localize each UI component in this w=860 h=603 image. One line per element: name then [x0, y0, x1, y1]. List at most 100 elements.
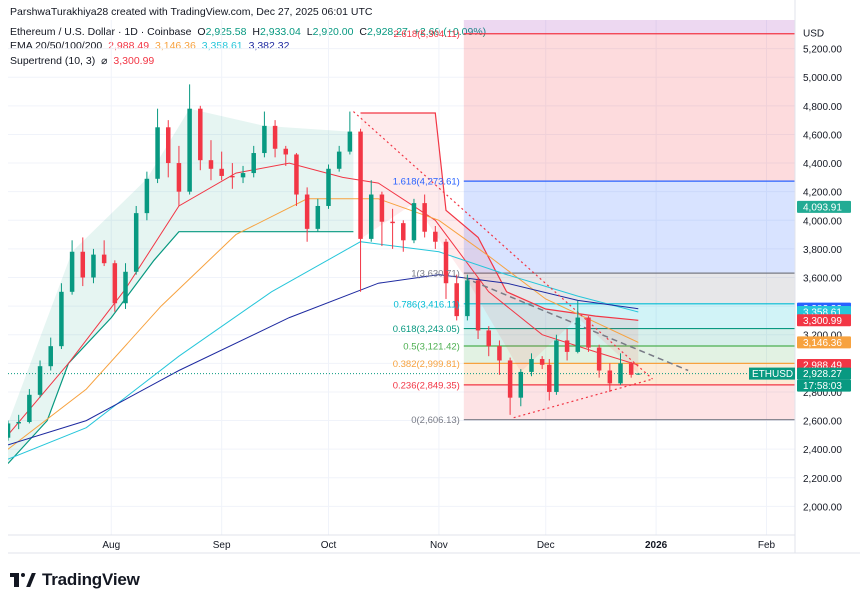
candle-body [554, 340, 559, 392]
price-label-bg [797, 379, 851, 392]
candle-body [315, 205, 321, 229]
symbol-title: Ethereum / U.S. Dollar · 1D · Coinbase [10, 26, 192, 38]
price-label-bg [797, 27, 851, 39]
candle-body [101, 254, 107, 264]
candle-body [475, 280, 481, 331]
candle-body [390, 221, 395, 224]
candle-body [379, 194, 385, 222]
fib-level-label: 0.382(2,999.81) [393, 359, 460, 370]
candle-body [112, 263, 118, 304]
fib-zone [463, 345, 795, 364]
candle-body [37, 366, 43, 395]
price-label-text: USD [803, 29, 824, 40]
ema-line-ema200 [8, 274, 639, 446]
price-axis-tick: 3,600.00 [803, 274, 842, 285]
candle-body [507, 360, 513, 398]
candle-body [358, 131, 363, 239]
price-label: USD [797, 27, 851, 40]
time-axis-tick: Oct [321, 540, 337, 551]
supertrend-up-line [8, 231, 354, 464]
fib-zone [463, 181, 795, 274]
candle-body [607, 370, 613, 384]
price-axis-tick: 4,600.00 [803, 130, 842, 141]
fib-level-label: 1.618(4,273.61) [393, 177, 460, 188]
price-axis-tick: 3,800.00 [803, 245, 842, 256]
price-label-text: 17:58:03 [803, 381, 842, 392]
candle-body [433, 231, 438, 242]
supertrend-legend[interactable]: Supertrend (10, 3) ⌀ 3,300.99 [10, 55, 157, 67]
candle-body [564, 340, 570, 352]
fib-zone [463, 384, 795, 420]
candle-body [8, 423, 11, 438]
chart-credit: ParshwaTurakhiya28 created with TradingV… [10, 6, 373, 18]
trendline [353, 111, 653, 380]
candle-body [133, 213, 139, 272]
close-value: 2,928.27 [367, 26, 408, 38]
fib-level-label: 0.5(3,121.42) [403, 341, 460, 352]
price-label-text: 3,300.99 [803, 316, 842, 327]
price-label-text: 2,988.49 [803, 360, 842, 371]
candle-body [401, 223, 406, 241]
candle-body [443, 241, 449, 284]
candle-body [187, 108, 192, 192]
price-axis-tick: 4,400.00 [803, 159, 842, 170]
supertrend-up-fill [8, 108, 354, 464]
candle-body [16, 421, 21, 424]
open-label: O [197, 26, 206, 38]
price-label-text: 4,093.91 [803, 202, 842, 213]
candle-body [336, 151, 342, 169]
high-label: H [252, 26, 260, 38]
candle-body [304, 194, 310, 229]
fib-zone-top [463, 20, 795, 34]
open-value: 2,925.58 [205, 26, 247, 38]
price-label: 2,928.27 [797, 367, 851, 380]
candle-body [59, 291, 64, 347]
fib-level-label: 1(3,630.71) [411, 269, 460, 280]
symbol-tag-bg [749, 367, 795, 380]
time-axis-tick: 2026 [645, 540, 668, 551]
price-axis-tick: 5,200.00 [803, 45, 842, 56]
candle-body [486, 330, 491, 347]
candle-body [144, 178, 150, 214]
price-axis-tick: 4,200.00 [803, 188, 842, 199]
price-label: 4,093.91 [797, 200, 851, 213]
price-axis-tick: 5,000.00 [803, 73, 842, 84]
candle-body [27, 394, 32, 422]
candle-body [411, 203, 417, 241]
price-axis-tick: 2,600.00 [803, 417, 842, 428]
symbol-ohlc-row: Ethereum / U.S. Dollar · 1D · Coinbase O… [10, 26, 489, 38]
candle-body [283, 148, 289, 155]
candle-body [230, 175, 235, 178]
high-value: 2,933.04 [259, 26, 301, 38]
candle-body [165, 127, 171, 164]
price-axis-tick: 2,800.00 [803, 388, 842, 399]
supertrend-value: 3,300.99 [113, 55, 155, 67]
fib-level-label: 0.236(2,849.35) [393, 380, 460, 391]
candle-body [518, 371, 524, 398]
candle-body [240, 173, 246, 178]
candle-body [123, 271, 128, 304]
candle-body [636, 373, 641, 375]
fib-level-label: 0.618(3,243.05) [393, 324, 460, 335]
price-axis-tick: 2,000.00 [803, 502, 842, 513]
candle-body [547, 364, 552, 392]
candle-body [586, 317, 591, 348]
candle-body [251, 153, 256, 174]
tradingview-logo[interactable]: TradingView [10, 570, 140, 590]
price-label: 3,300.99 [797, 314, 851, 327]
fib-level-label: 0.786(3,416.11) [393, 299, 459, 310]
candle-body [91, 254, 96, 278]
candle-body [618, 363, 623, 384]
candle-body [208, 160, 214, 169]
trendline [513, 378, 653, 419]
candle-body [262, 125, 267, 154]
price-axis-tick: 4,800.00 [803, 102, 842, 113]
candle-body [422, 203, 427, 232]
candle-body [596, 347, 602, 371]
price-axis-tick: 2,400.00 [803, 445, 842, 456]
candle-body [465, 280, 470, 317]
price-axis-tick: 2,200.00 [803, 474, 842, 485]
candle-body [539, 359, 545, 365]
time-axis-tick: Feb [758, 540, 776, 551]
